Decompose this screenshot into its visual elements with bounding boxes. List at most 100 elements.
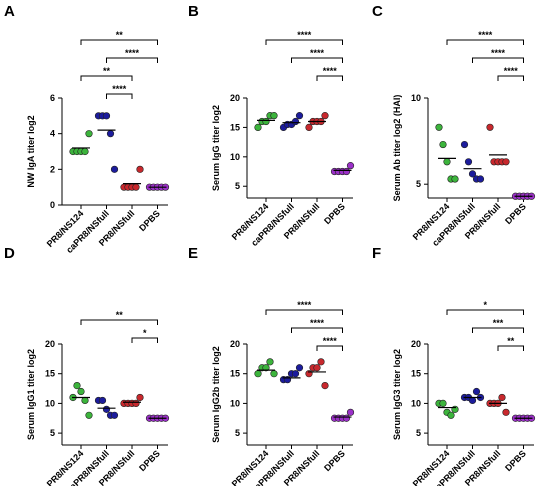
data-point (502, 158, 510, 166)
significance-label: **** (112, 84, 127, 94)
panel-letter: C (372, 3, 383, 20)
y-tick-label: 10 (411, 93, 421, 103)
data-point (464, 158, 473, 166)
significance-label: ** (103, 66, 111, 76)
y-axis-label: Serum IgG2b titer log2 (211, 346, 221, 443)
data-point (317, 358, 325, 366)
data-point (321, 112, 329, 120)
y-tick-label: 20 (230, 93, 240, 103)
y-tick-label: 0 (50, 200, 55, 210)
y-tick-label: 20 (230, 339, 240, 349)
significance-label: **** (297, 30, 312, 40)
y-tick-label: 2 (50, 164, 55, 174)
data-point (468, 170, 477, 178)
significance-label: **** (297, 300, 312, 310)
significance-bracket (472, 327, 524, 333)
y-tick-label: 5 (416, 428, 421, 438)
y-tick-label: 6 (50, 93, 55, 103)
data-point (270, 112, 278, 120)
y-tick-label: 10 (230, 152, 240, 162)
data-point (291, 370, 300, 378)
data-point (77, 387, 85, 396)
significance-label: **** (310, 48, 325, 58)
data-point (439, 399, 447, 408)
significance-label: **** (323, 66, 338, 76)
y-tick-label: 5 (235, 181, 240, 191)
data-point (498, 393, 506, 402)
y-tick-label: 15 (230, 122, 240, 132)
y-tick-label: 5 (235, 428, 240, 438)
y-axis-label: Serum IgG1 titer log2 (26, 349, 36, 440)
data-point (435, 123, 443, 131)
significance-label: ** (116, 310, 124, 320)
y-tick-label: 15 (411, 369, 421, 379)
y-axis-label: NW IgA titer log2 (26, 115, 36, 187)
y-tick-label: 5 (416, 179, 421, 189)
significance-bracket (316, 75, 343, 81)
significance-bracket (446, 39, 524, 45)
data-point (270, 370, 278, 378)
data-point (132, 399, 140, 408)
panel-letter: D (4, 245, 15, 262)
data-point (136, 165, 144, 173)
panel-letter: F (372, 245, 381, 262)
x-tick-label: DPBS (322, 201, 347, 226)
significance-bracket (265, 39, 343, 45)
data-point (295, 112, 304, 120)
significance-bracket (80, 39, 158, 45)
panel-letter: E (188, 245, 198, 262)
x-tick-label: DPBS (503, 448, 528, 473)
significance-bracket (497, 75, 524, 81)
significance-bracket (291, 327, 343, 333)
significance-bracket (472, 57, 524, 63)
data-point (102, 112, 111, 120)
significance-bracket (316, 345, 343, 351)
data-point (305, 123, 313, 132)
y-tick-label: 20 (45, 339, 55, 349)
panel-letter: B (188, 3, 199, 20)
significance-bracket (291, 57, 343, 63)
data-point (81, 147, 89, 156)
significance-label: **** (504, 66, 519, 76)
significance-bracket (106, 93, 133, 99)
data-point (262, 117, 270, 126)
data-point (106, 130, 115, 138)
data-point (254, 370, 262, 378)
data-point (346, 162, 355, 170)
significance-label: **** (478, 30, 493, 40)
data-point (110, 411, 119, 419)
significance-label: ** (116, 30, 124, 40)
data-point (486, 123, 494, 131)
data-point (98, 396, 107, 405)
data-point (110, 165, 119, 173)
significance-label: ** (507, 336, 515, 346)
panel-letter: A (4, 3, 15, 20)
y-tick-label: 10 (411, 398, 421, 408)
data-point (342, 167, 351, 176)
data-point (321, 381, 329, 390)
data-point (502, 408, 510, 416)
data-point (476, 175, 485, 183)
data-point (451, 175, 459, 183)
y-tick-label: 4 (50, 129, 55, 139)
significance-label: *** (493, 318, 504, 328)
significance-label: **** (323, 336, 338, 346)
data-point (73, 381, 81, 390)
data-point (468, 396, 477, 405)
data-point (313, 364, 321, 372)
y-axis-label: Serum IgG titer log2 (211, 105, 221, 191)
significance-bracket (131, 337, 158, 343)
data-point (295, 364, 304, 372)
data-point (447, 411, 455, 419)
data-point (346, 408, 355, 416)
y-tick-label: 15 (45, 369, 55, 379)
data-point (136, 393, 144, 402)
y-tick-label: 10 (45, 398, 55, 408)
y-tick-label: 15 (230, 369, 240, 379)
significance-bracket (446, 309, 524, 315)
data-point (85, 411, 93, 419)
significance-bracket (80, 75, 133, 81)
y-axis-label: Serum IgG3 titer log2 (392, 349, 402, 440)
significance-label: * (483, 300, 487, 310)
